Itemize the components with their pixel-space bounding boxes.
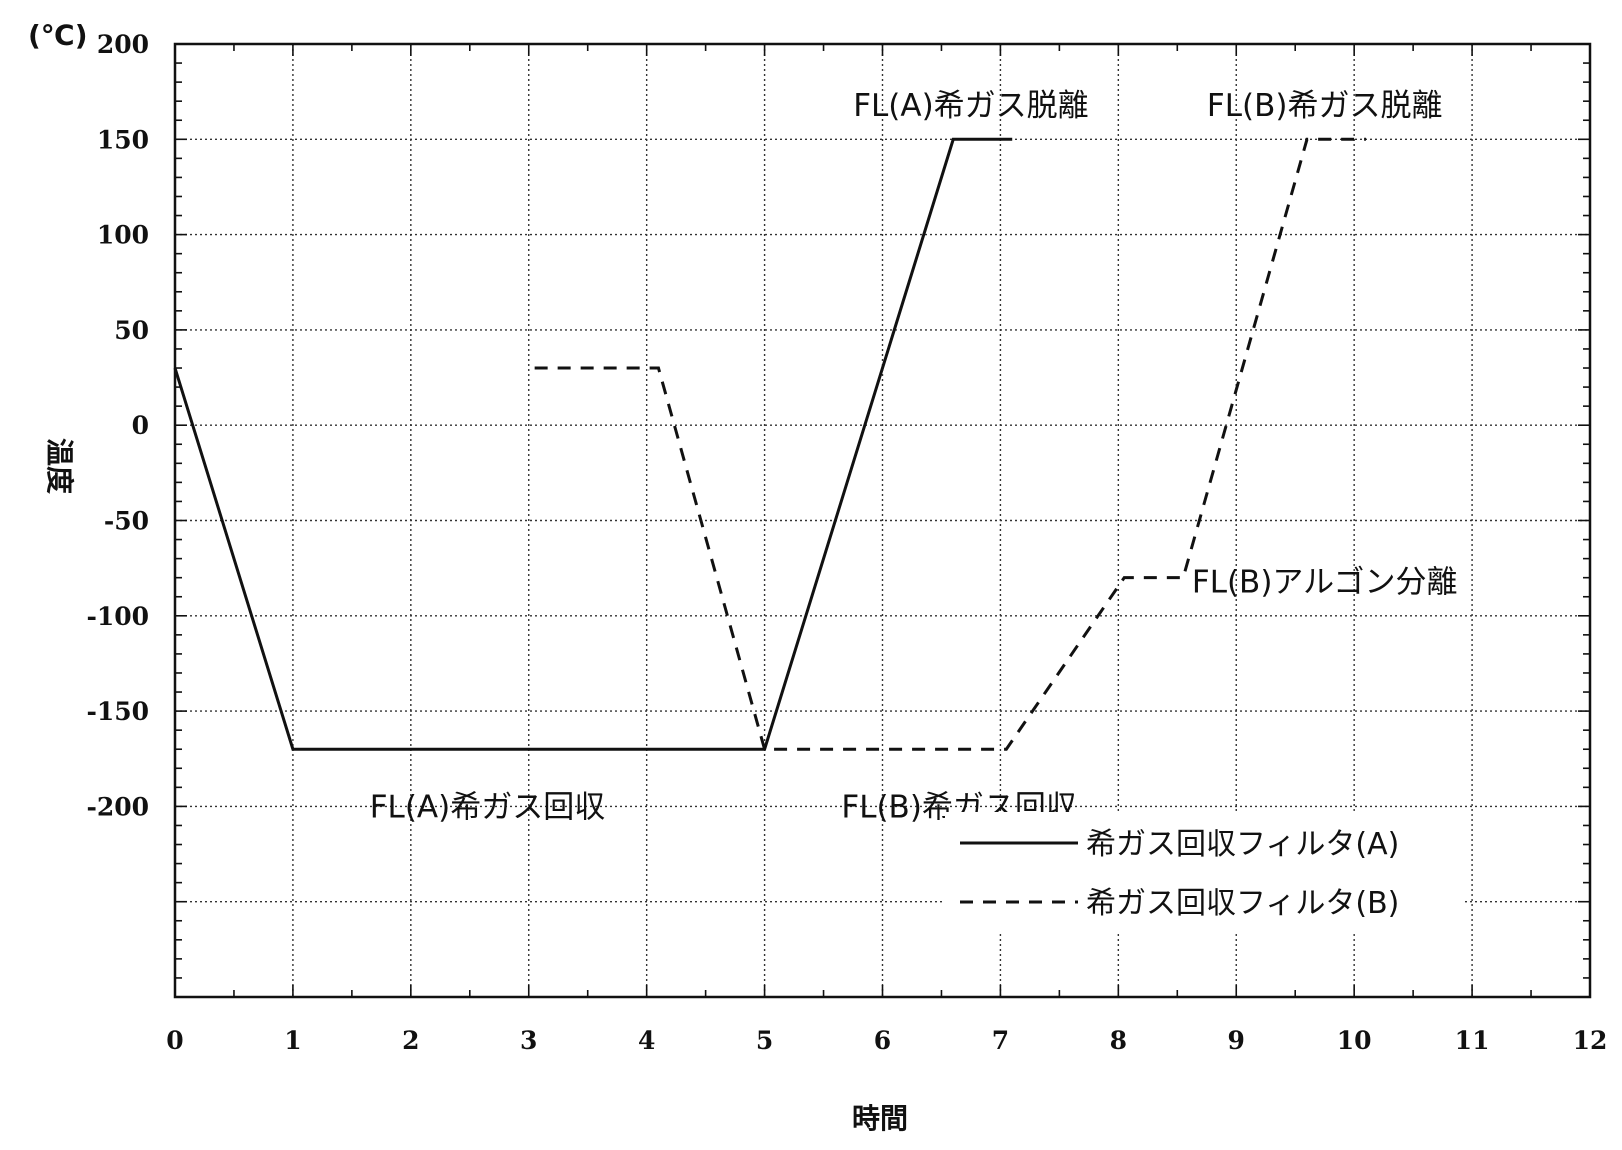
y-tick-label: 100 xyxy=(97,221,149,250)
annotation-label: FL(B)アルゴン分離 xyxy=(1192,564,1458,600)
y-unit-label: (℃) xyxy=(28,19,88,52)
y-tick-label: 150 xyxy=(97,125,149,154)
annotation-label: FL(A)希ガス回収 xyxy=(370,789,606,825)
x-tick-label: 2 xyxy=(402,1026,419,1055)
legend-label: 希ガス回収フィルタ(A) xyxy=(1086,827,1399,862)
y-axis-title: 温度 xyxy=(43,438,76,494)
series-line-b xyxy=(534,137,1366,751)
x-tick-label: 5 xyxy=(756,1026,773,1055)
x-tick-label: 12 xyxy=(1573,1026,1608,1055)
y-tick-label: -100 xyxy=(86,602,149,631)
x-tick-label: 7 xyxy=(992,1026,1009,1055)
y-tick-label: -150 xyxy=(86,697,149,726)
legend-label: 希ガス回収フィルタ(B) xyxy=(1086,886,1399,921)
legend-background xyxy=(945,812,1465,932)
x-tick-label: 11 xyxy=(1455,1026,1490,1055)
x-tick-label: 3 xyxy=(520,1026,537,1055)
x-axis-title: 時間 xyxy=(852,1102,908,1135)
y-tick-label: 50 xyxy=(114,316,149,345)
annotation-label: FL(A)希ガス脱離 xyxy=(853,88,1089,124)
x-tick-label: 9 xyxy=(1228,1026,1245,1055)
series-layer xyxy=(173,137,1366,751)
x-tick-label: 0 xyxy=(166,1026,183,1055)
legend: 希ガス回収フィルタ(A) 希ガス回収フィルタ(B) xyxy=(945,812,1465,932)
x-tick-label: 4 xyxy=(638,1026,655,1055)
y-tick-label: -200 xyxy=(86,792,149,821)
annotation-label: FL(B)希ガス脱離 xyxy=(1207,88,1443,124)
x-tick-label: 10 xyxy=(1337,1026,1372,1055)
grid-layer xyxy=(175,44,1590,997)
annotation-layer: FL(A)希ガス脱離 FL(B)希ガス脱離 FL(B)アルゴン分離 FL(A)希ガス回… xyxy=(370,88,1458,825)
y-tick-label: 200 xyxy=(97,30,149,59)
x-tick-label: 8 xyxy=(1110,1026,1127,1055)
y-tick-label: 0 xyxy=(132,411,149,440)
x-tick-label: 6 xyxy=(874,1026,891,1055)
y-tick-label: -50 xyxy=(104,507,149,536)
series-line-a xyxy=(173,137,1013,751)
x-tick-label: 1 xyxy=(284,1026,301,1055)
